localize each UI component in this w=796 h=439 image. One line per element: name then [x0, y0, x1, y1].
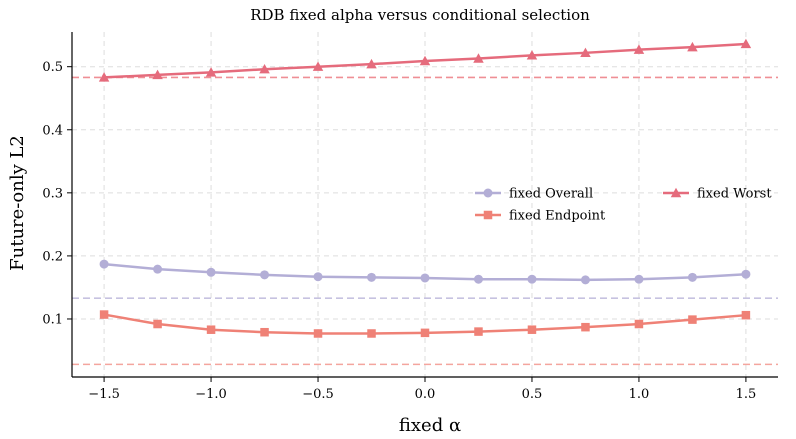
- data-point-fixed-overall: [260, 270, 270, 280]
- data-point-fixed-endpoint: [153, 319, 162, 329]
- data-point-fixed-endpoint: [99, 310, 109, 319]
- data-point-fixed-worst: [312, 61, 324, 71]
- data-point-fixed-endpoint: [420, 328, 430, 338]
- series-layer: [98, 38, 752, 338]
- data-point-fixed-worst: [687, 41, 698, 52]
- data-point-fixed-endpoint: [313, 329, 323, 338]
- data-point-fixed-overall: [206, 267, 216, 277]
- x-tick-label: 1.0: [629, 387, 650, 402]
- y-axis-label: Future-only L2: [7, 135, 28, 271]
- legend-label: fixed Worst: [697, 187, 772, 202]
- data-point-fixed-overall: [473, 274, 483, 284]
- data-point-fixed-worst: [205, 67, 217, 77]
- data-point-fixed-worst: [259, 63, 270, 74]
- data-point-fixed-worst: [152, 69, 163, 80]
- tick-labels: −1.5 −1.0 −0.5 0.0 0.5 1.0 1.5 0.1 0.2 0.3 0.4 0.5: [42, 60, 756, 402]
- data-point-fixed-endpoint: [527, 325, 537, 334]
- data-point-fixed-endpoint: [634, 319, 644, 329]
- y-tick-label: 0.2: [42, 249, 63, 264]
- data-point-fixed-worst: [580, 47, 591, 58]
- data-point-fixed-overall: [99, 259, 109, 269]
- data-point-fixed-worst: [740, 38, 752, 49]
- axes: [67, 32, 778, 382]
- legend-label: fixed Endpoint: [509, 209, 606, 224]
- data-point-fixed-endpoint: [581, 322, 590, 332]
- legend-marker: [670, 187, 682, 198]
- x-tick-label: 0.5: [522, 387, 543, 402]
- reference-lines: [72, 76, 778, 366]
- data-point-fixed-overall: [634, 274, 644, 284]
- legend-label: fixed Overall: [509, 187, 593, 202]
- data-point-fixed-worst: [633, 44, 645, 54]
- legend-item-fixed-endpoint: fixed Endpoint: [475, 209, 606, 224]
- data-point-fixed-overall: [313, 272, 323, 282]
- data-point-fixed-overall: [741, 269, 751, 279]
- legend-marker: [483, 188, 493, 198]
- data-point-fixed-overall: [527, 274, 537, 284]
- x-axis-label: fixed α: [399, 415, 461, 436]
- data-point-fixed-endpoint: [367, 329, 376, 338]
- x-tick-label: −1.5: [88, 387, 120, 402]
- series-fixed-overall: [99, 259, 751, 285]
- legend-item-fixed-overall: fixed Overall: [475, 187, 593, 202]
- legend: fixed Overall fixed Worst fixed Endpoint: [475, 187, 772, 224]
- data-point-fixed-overall: [420, 273, 430, 283]
- data-point-fixed-endpoint: [260, 327, 269, 337]
- x-tick-label: −1.0: [195, 387, 227, 402]
- grid: [72, 32, 778, 377]
- data-point-fixed-worst: [473, 53, 484, 63]
- x-tick-label: −0.5: [302, 387, 334, 402]
- y-tick-label: 0.1: [42, 312, 63, 327]
- data-point-fixed-worst: [526, 50, 538, 60]
- chart-title: RDB fixed alpha versus conditional selec…: [250, 6, 590, 24]
- data-point-fixed-overall: [153, 264, 163, 274]
- data-point-fixed-endpoint: [688, 315, 697, 324]
- data-point-fixed-worst: [366, 58, 377, 69]
- data-point-fixed-endpoint: [741, 310, 751, 320]
- y-tick-label: 0.3: [42, 186, 63, 201]
- data-point-fixed-endpoint: [474, 327, 483, 336]
- y-tick-label: 0.4: [42, 123, 63, 138]
- series-fixed-endpoint: [99, 310, 751, 338]
- data-point-fixed-overall: [580, 275, 590, 285]
- x-tick-label: 1.5: [736, 387, 757, 402]
- data-point-fixed-worst: [419, 55, 431, 66]
- y-tick-label: 0.5: [42, 60, 63, 75]
- data-point-fixed-overall: [367, 272, 377, 282]
- series-fixed-worst: [98, 38, 752, 82]
- data-point-fixed-endpoint: [206, 325, 216, 334]
- data-point-fixed-overall: [687, 272, 697, 282]
- legend-item-fixed-worst: fixed Worst: [663, 187, 772, 202]
- data-point-fixed-worst: [98, 72, 110, 82]
- legend-marker: [483, 210, 493, 220]
- x-tick-label: 0.0: [415, 387, 436, 402]
